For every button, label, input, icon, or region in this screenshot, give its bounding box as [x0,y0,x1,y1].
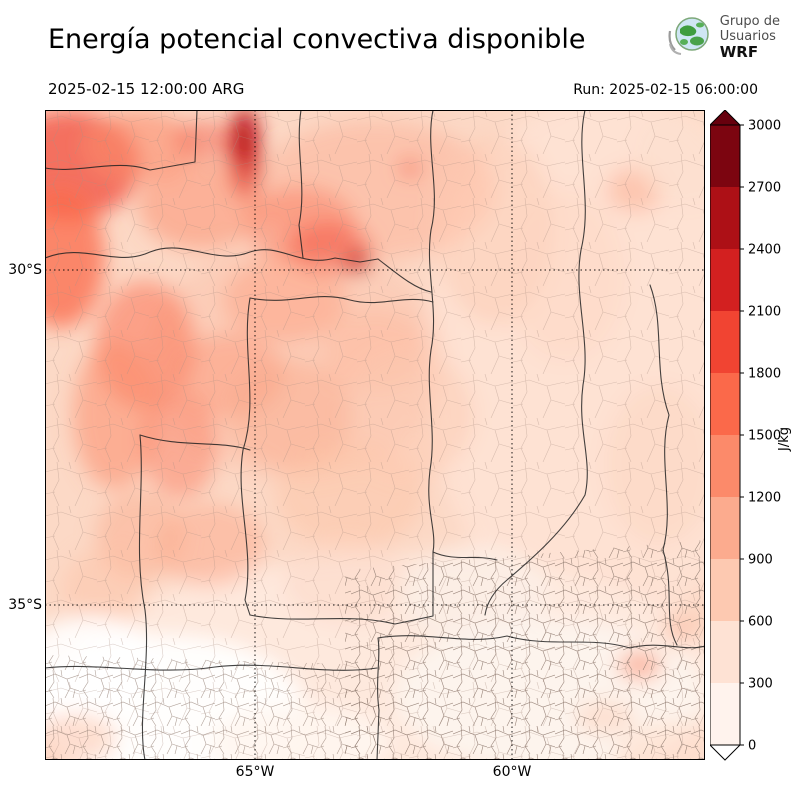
province-borders [45,110,705,760]
colorbar-segment [710,497,740,559]
wrf-logo: Grupo de Usuarios WRF [667,12,780,62]
colorbar-segment [710,683,740,745]
logo-text-line1: Grupo de [719,14,780,29]
valid-time-label: 2025-02-15 12:00:00 ARG [48,80,245,98]
colorbar-segment [710,125,740,187]
colorbar-over-arrow [708,109,742,126]
lat-tick-35s: 35°S [8,597,42,613]
globe-icon [667,12,713,62]
map-canvas [45,110,705,760]
logo-text-line2: Usuarios [719,29,776,44]
colorbar-segment [710,249,740,311]
colorbar-tick-label: 300 [748,677,773,692]
colorbar-tick-label: 600 [748,615,773,630]
colorbar-segment [710,187,740,249]
colorbar-tick-label: 1800 [748,367,781,382]
colorbar-segment [710,559,740,621]
colorbar-tick-label: 900 [748,553,773,568]
colorbar-units-label: J/kg [777,427,792,452]
colorbar-tick-label: 2100 [748,305,781,320]
graticule [45,110,705,760]
colorbar-tick-label: 2400 [748,243,781,258]
lat-tick-30s: 30°S [8,262,42,278]
colorbar-tick-label: 3000 [748,119,781,134]
department-mesh [45,110,705,760]
colorbar-tick-label: 1500 [748,429,781,444]
run-time-label: Run: 2025-02-15 06:00:00 [573,82,758,98]
lon-tick-65w: 65°W [235,764,275,780]
colorbar-under-arrow [708,744,742,761]
colorbar-segment [710,435,740,497]
colorbar: 3000 2700 2400 2100 1800 1500 1200 900 6… [708,109,800,770]
colorbar-tick-label: 2700 [748,181,781,196]
colorbar-tick-label: 1200 [748,491,781,506]
colorbar-segment [710,373,740,435]
logo-text-line3: WRF [719,43,759,61]
map-frame [45,110,705,760]
colorbar-tick-label: 0 [748,739,756,754]
map-plot [45,110,705,760]
colorbar-segment [710,621,740,683]
page-title: Energía potencial convectiva disponible [48,24,586,55]
logo-text: Grupo de Usuarios WRF [720,14,780,60]
colorbar-segment [710,311,740,373]
lon-tick-60w: 60°W [492,764,532,780]
colorbar-tick-marks [740,124,744,746]
